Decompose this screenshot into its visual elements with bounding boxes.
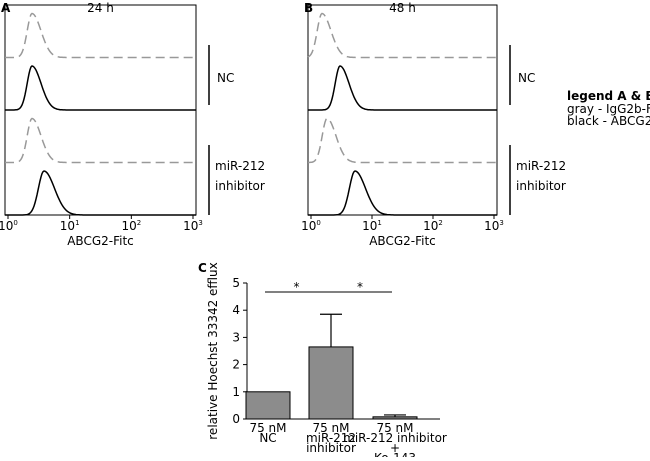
y-tick-label: 2 <box>232 358 240 372</box>
tick-base: 10 <box>183 219 198 233</box>
y-tick-label: 0 <box>232 412 240 426</box>
panel-label: A <box>1 1 11 15</box>
x-axis-label: ABCG2-Fitc <box>67 234 134 248</box>
tick-exp: 2 <box>438 219 442 227</box>
group-label: NC <box>518 71 535 85</box>
group-label: miR-212 <box>215 159 265 173</box>
y-tick-label: 1 <box>232 385 240 399</box>
x-tick-label: 75 nM <box>249 421 286 435</box>
sample-curve <box>5 65 196 111</box>
tick-base: 10 <box>121 219 136 233</box>
x-tick-label: 102 <box>121 219 141 233</box>
tick-exp: 3 <box>198 219 202 227</box>
x-tick-label: 100 <box>301 219 321 233</box>
bar <box>245 391 291 420</box>
y-tick-label: 3 <box>232 330 240 344</box>
x-tick-label: NC <box>259 431 276 445</box>
error-bar <box>384 414 406 417</box>
isotype-curve <box>5 12 196 59</box>
tick-exp: 0 <box>316 219 320 227</box>
isotype-curve <box>308 117 497 164</box>
x-tick-label: miR-212 <box>306 431 356 445</box>
legend-entry: gray - IgG2b-FITC <box>567 102 650 116</box>
x-tick-label: 103 <box>183 219 203 233</box>
significance-mark: * <box>294 280 300 294</box>
sample-curve <box>308 65 497 111</box>
sample-curve <box>308 170 497 216</box>
isotype-curve <box>5 117 196 164</box>
x-tick-label: 102 <box>423 219 443 233</box>
group-label: miR-212 <box>516 159 566 173</box>
error-bar <box>320 313 342 347</box>
x-tick-label: 100 <box>0 219 18 233</box>
bar <box>308 346 354 420</box>
group-label: NC <box>217 71 234 85</box>
tick-base: 10 <box>423 219 438 233</box>
sample-curve <box>5 170 196 216</box>
legend-title: legend A & B <box>567 89 650 103</box>
bar <box>372 416 418 420</box>
group-label: inhibitor <box>516 179 566 193</box>
tick-base: 10 <box>484 219 499 233</box>
y-axis-label: relative Hoechst 33342 efflux <box>206 262 220 439</box>
tick-exp: 3 <box>499 219 503 227</box>
tick-exp: 0 <box>13 219 17 227</box>
tick-base: 10 <box>60 219 75 233</box>
legend-entry: black - ABCG2-FITC <box>567 114 650 128</box>
x-tick-label: 75 nM <box>376 421 413 435</box>
tick-base: 10 <box>0 219 13 233</box>
panel-label: B <box>304 1 313 15</box>
panel-title: 48 h <box>389 1 416 15</box>
x-tick-label: 75 nM <box>312 421 349 435</box>
tick-base: 10 <box>362 219 377 233</box>
y-tick-label: 4 <box>232 303 240 317</box>
x-tick-label: + <box>390 441 400 455</box>
group-label: inhibitor <box>215 179 265 193</box>
y-tick-label: 5 <box>232 276 240 290</box>
x-tick-label: 101 <box>362 219 382 233</box>
significance-mark: * <box>357 280 363 294</box>
x-tick-label: Ko-143 <box>374 451 416 457</box>
x-tick-label: inhibitor <box>306 441 356 455</box>
x-tick-label: 101 <box>60 219 80 233</box>
tick-exp: 1 <box>75 219 79 227</box>
panel-title: 24 h <box>87 1 114 15</box>
x-tick-label: miR-212 inhibitor <box>343 431 447 445</box>
panel-label: C <box>198 261 207 275</box>
tick-exp: 2 <box>137 219 141 227</box>
x-tick-label: 103 <box>484 219 504 233</box>
x-axis-label: ABCG2-Fitc <box>369 234 436 248</box>
tick-base: 10 <box>301 219 316 233</box>
isotype-curve <box>307 12 497 59</box>
tick-exp: 1 <box>377 219 381 227</box>
